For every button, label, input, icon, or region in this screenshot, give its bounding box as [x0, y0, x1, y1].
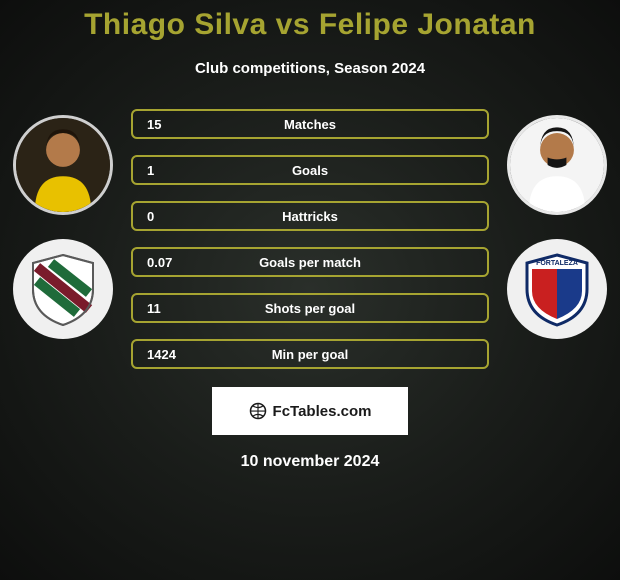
brand-link[interactable]: FcTables.com	[212, 387, 408, 435]
stat-label: Min per goal	[217, 347, 403, 362]
shield-icon: FORTALEZA	[517, 249, 597, 329]
stat-row: 0.07 Goals per match	[131, 247, 489, 277]
left-column	[13, 109, 113, 339]
player-left-club-badge	[13, 239, 113, 339]
date-text: 10 november 2024	[241, 453, 380, 471]
shield-icon	[23, 249, 103, 329]
right-column: FORTALEZA	[507, 109, 607, 339]
globe-icon	[249, 402, 267, 420]
stat-row: 15 Matches	[131, 109, 489, 139]
stat-value: 1424	[147, 347, 217, 362]
comparison-card: Thiago Silva vs Felipe Jonatan Club comp…	[0, 0, 620, 479]
stat-label: Shots per goal	[217, 301, 403, 316]
person-icon	[510, 118, 604, 212]
stat-label: Matches	[217, 117, 403, 132]
stat-value: 11	[147, 301, 217, 316]
main-row: 15 Matches 1 Goals 0 Hattricks 0.07 Goal…	[10, 109, 610, 369]
stat-value: 0.07	[147, 255, 217, 270]
stats-list: 15 Matches 1 Goals 0 Hattricks 0.07 Goal…	[131, 109, 489, 369]
subtitle: Club competitions, Season 2024	[10, 60, 610, 77]
stat-label: Hattricks	[217, 209, 403, 224]
page-title: Thiago Silva vs Felipe Jonatan	[10, 8, 610, 42]
stat-row: 11 Shots per goal	[131, 293, 489, 323]
svg-text:FORTALEZA: FORTALEZA	[536, 260, 578, 267]
person-icon	[16, 118, 110, 212]
stat-row: 0 Hattricks	[131, 201, 489, 231]
stat-row: 1 Goals	[131, 155, 489, 185]
stat-label: Goals per match	[217, 255, 403, 270]
footer: FcTables.com 10 november 2024	[10, 387, 610, 471]
stat-row: 1424 Min per goal	[131, 339, 489, 369]
brand-text: FcTables.com	[273, 403, 372, 420]
stat-label: Goals	[217, 163, 403, 178]
player-left-avatar	[13, 115, 113, 215]
stat-value: 15	[147, 117, 217, 132]
player-right-avatar	[507, 115, 607, 215]
player-right-club-badge: FORTALEZA	[507, 239, 607, 339]
stat-value: 1	[147, 163, 217, 178]
stat-value: 0	[147, 209, 217, 224]
